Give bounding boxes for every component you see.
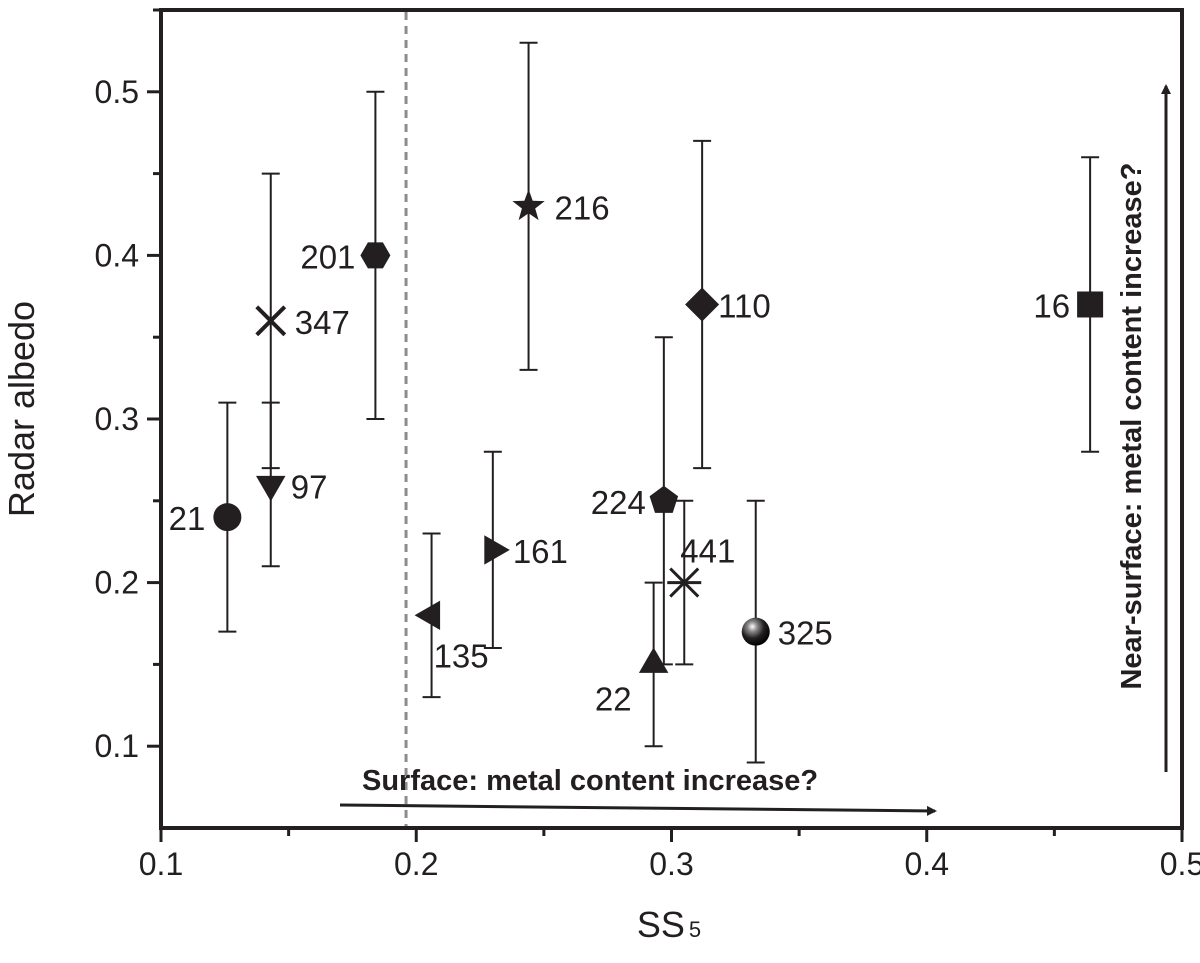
data-point-16: 16 xyxy=(1033,156,1104,453)
data-point-441: 441 xyxy=(667,499,735,666)
marker-triangle-left xyxy=(414,600,441,630)
surface-arrow xyxy=(339,803,937,816)
data-point-224: 224 xyxy=(591,336,679,666)
marker-diamond xyxy=(685,287,720,322)
data-point-97: 97 xyxy=(256,401,328,568)
near-surface-annotation-text: Near-surface: metal content increase? xyxy=(1116,162,1148,689)
data-point-347: 347 xyxy=(255,172,350,470)
marker-asterisk xyxy=(667,567,702,598)
point-label-325: 325 xyxy=(778,615,833,652)
point-label-161: 161 xyxy=(513,533,568,570)
x-tick-label: 0.3 xyxy=(649,846,693,882)
data-points: 21 97 347 201 135 161 216 22 224 441 110 325 16 xyxy=(169,41,1104,764)
point-label-21: 21 xyxy=(169,500,206,537)
marker-hexagon xyxy=(360,242,391,269)
point-label-97: 97 xyxy=(291,468,328,505)
data-point-161: 161 xyxy=(483,450,568,650)
x-tick-label: 0.5 xyxy=(1160,846,1200,882)
marker-triangle-up xyxy=(638,647,669,673)
x-axis-title-subscript: 5 xyxy=(689,917,701,942)
y-axis-title: Radar albedo xyxy=(1,301,42,517)
marker-pentagon xyxy=(649,485,679,513)
x-tick-label: 0.2 xyxy=(394,846,438,882)
data-point-110: 110 xyxy=(685,139,771,470)
x-tick-label: 0.1 xyxy=(139,846,183,882)
y-tick-label: 0.3 xyxy=(95,401,139,437)
near-surface-annotation: Near-surface: metal content increase? xyxy=(1116,84,1171,772)
marker-star xyxy=(512,189,545,221)
marker-triangle-down xyxy=(256,475,286,502)
data-point-201: 201 xyxy=(300,90,391,420)
point-label-224: 224 xyxy=(591,484,646,521)
point-label-16: 16 xyxy=(1033,287,1070,324)
y-tick-label: 0.1 xyxy=(95,728,139,764)
y-tick-label: 0.2 xyxy=(95,565,139,601)
marker-triangle-right xyxy=(484,535,510,565)
point-label-201: 201 xyxy=(300,238,355,275)
marker-circle xyxy=(213,503,242,532)
marker-square xyxy=(1077,291,1104,318)
marker-x xyxy=(255,305,287,337)
point-label-441: 441 xyxy=(680,533,735,570)
plot-frame xyxy=(159,8,1184,830)
surface-annotation-text: Surface: metal content increase? xyxy=(362,765,818,797)
x-axis: 0.1 0.2 0.3 0.4 0.5 xyxy=(139,828,1200,882)
data-point-21: 21 xyxy=(169,401,242,633)
x-tick-label: 0.4 xyxy=(905,846,949,882)
point-label-216: 216 xyxy=(555,189,610,226)
y-tick-label: 0.4 xyxy=(95,237,139,273)
y-axis: 0.1 0.2 0.3 0.4 0.5 xyxy=(95,8,161,764)
point-label-135: 135 xyxy=(434,637,489,674)
surface-annotation: Surface: metal content increase? xyxy=(339,765,937,816)
point-label-110: 110 xyxy=(718,287,771,324)
point-label-22: 22 xyxy=(595,680,632,717)
data-point-22: 22 xyxy=(595,581,669,748)
point-label-347: 347 xyxy=(295,304,350,341)
x-axis-title: SS 5 xyxy=(637,904,701,945)
data-point-216: 216 xyxy=(512,41,610,371)
marker-sphere xyxy=(741,617,770,646)
data-point-325: 325 xyxy=(741,499,833,764)
x-marker-stroke xyxy=(255,305,287,337)
y-tick-label: 0.5 xyxy=(95,74,139,110)
x-axis-title-main: SS xyxy=(637,904,685,945)
plot-frame-rect xyxy=(159,8,1184,830)
data-point-135: 135 xyxy=(414,532,489,699)
